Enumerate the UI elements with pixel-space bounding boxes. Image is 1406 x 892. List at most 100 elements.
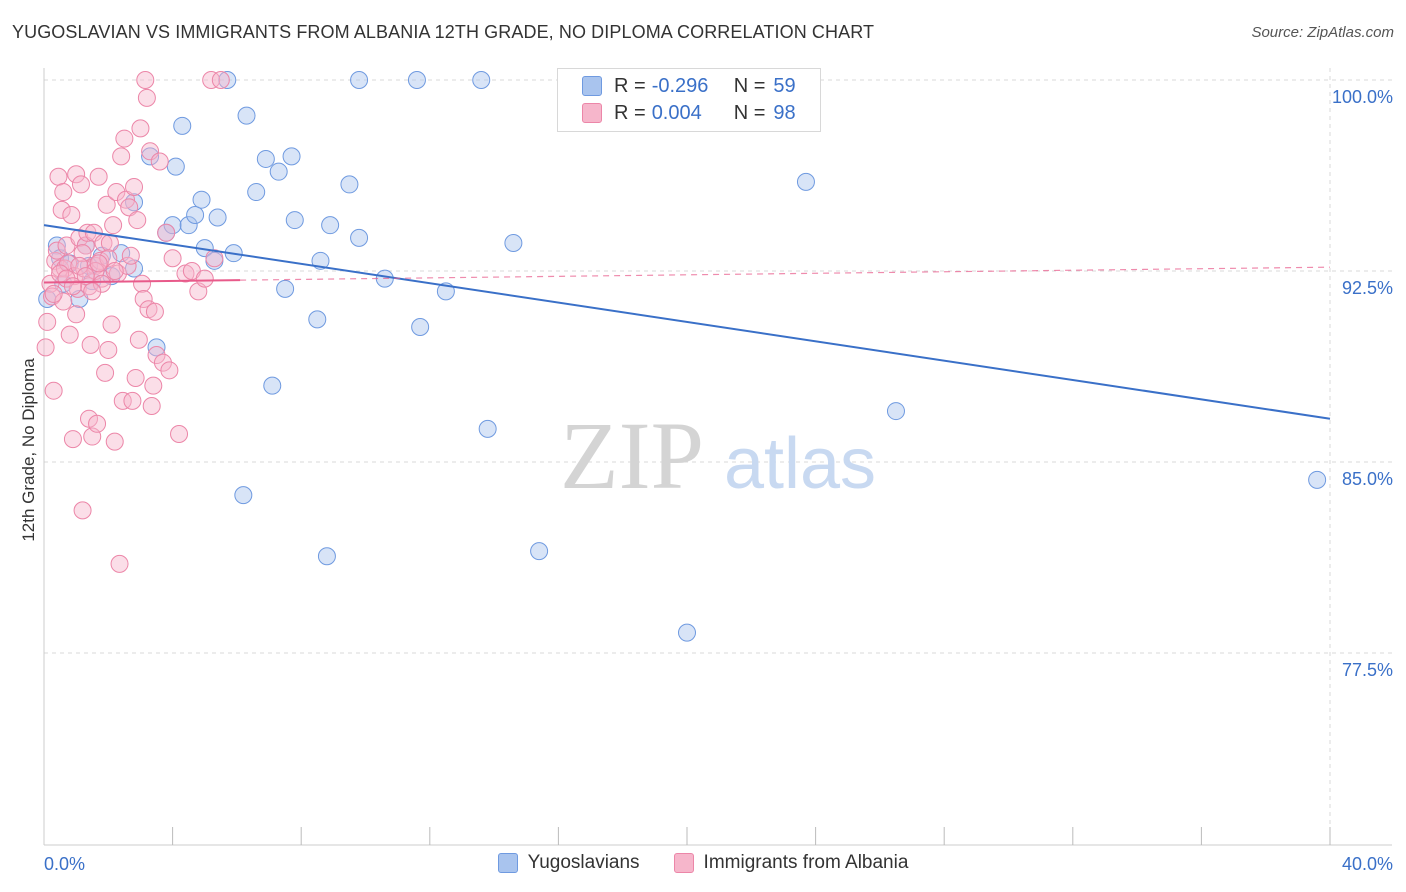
data-point [54, 183, 73, 202]
data-point [71, 175, 90, 194]
legend-label: Yugoslavians [527, 852, 640, 873]
legend-row-yugoslavians: R = -0.296 N = 59 [582, 73, 796, 99]
data-point [99, 340, 118, 359]
data-point [504, 233, 523, 252]
series-legend: Yugoslavians Immigrants from Albania [0, 852, 1406, 874]
data-point [62, 205, 81, 224]
legend-item-yugoslavians[interactable]: Yugoslavians [497, 852, 640, 874]
data-point [321, 216, 340, 235]
data-point [105, 432, 124, 451]
data-point [256, 149, 275, 168]
data-point [133, 274, 152, 293]
data-point [350, 71, 369, 89]
chart-title: YUGOSLAVIAN VS IMMIGRANTS FROM ALBANIA 1… [12, 22, 875, 42]
data-point [120, 198, 139, 217]
r-label: R = [614, 74, 646, 97]
axes [43, 68, 1392, 846]
data-point [73, 501, 92, 520]
data-point [237, 106, 256, 125]
data-points [36, 71, 1327, 642]
trend-lines [43, 224, 1331, 420]
legend-item-albania[interactable]: Immigrants from Albania [673, 852, 909, 874]
stats-legend: R = -0.296 N = 59 R = 0.004 N = 98 [557, 68, 821, 132]
data-point [105, 262, 124, 280]
n-label: N = [733, 74, 766, 97]
source-label: Source: ZipAtlas.com [1251, 24, 1394, 41]
data-point [36, 338, 55, 357]
data-point [123, 391, 142, 410]
data-point [411, 318, 430, 337]
data-point [150, 152, 169, 171]
data-point [208, 208, 227, 227]
data-point [179, 216, 198, 235]
data-point [131, 119, 150, 138]
data-point [234, 486, 253, 505]
watermark-atlas: atlas [724, 424, 876, 504]
data-point [63, 430, 82, 449]
data-point [76, 267, 95, 286]
data-point [54, 292, 73, 311]
y-tick-label: 92.5% [1342, 278, 1393, 298]
data-point [317, 547, 336, 566]
data-point [147, 338, 166, 357]
data-point [38, 312, 57, 331]
tick-labels: 100.0% 92.5% 85.0% 77.5% 0.0% 40.0% [44, 87, 1393, 874]
grid-lines [44, 68, 1392, 845]
n-value: 98 [773, 101, 796, 124]
data-point [110, 554, 129, 573]
data-point [173, 116, 192, 135]
data-point [60, 325, 79, 344]
data-point [160, 361, 179, 380]
data-point [163, 216, 182, 235]
data-point [472, 71, 491, 89]
r-value: -0.296 [651, 74, 709, 97]
data-point [157, 223, 176, 242]
data-point [100, 233, 119, 252]
data-point [44, 381, 63, 400]
trend-line-albania-dashed [240, 266, 1331, 281]
data-point [113, 391, 132, 410]
data-point [211, 71, 230, 89]
data-point [170, 424, 189, 443]
data-point [145, 302, 164, 321]
data-point [247, 183, 266, 202]
data-point [137, 88, 156, 107]
trend-line-yugoslavians [43, 224, 1331, 420]
data-point [52, 200, 71, 219]
data-point [115, 129, 134, 148]
data-point [166, 157, 185, 176]
data-point [205, 249, 224, 268]
data-point [104, 216, 123, 235]
data-point [407, 71, 426, 89]
series-yugoslavians [38, 71, 1327, 642]
data-point [83, 282, 102, 301]
data-point [308, 310, 327, 329]
data-point [129, 330, 148, 349]
data-point [89, 254, 108, 273]
data-point [112, 147, 131, 166]
trend-line-albania-solid [43, 279, 241, 284]
data-point [97, 195, 116, 214]
data-point [67, 165, 86, 184]
data-point [67, 305, 86, 324]
data-point [68, 279, 87, 298]
data-point [202, 71, 221, 89]
data-point [886, 402, 905, 421]
data-point [75, 259, 94, 278]
data-point [311, 251, 330, 270]
data-point [282, 147, 301, 166]
data-point [88, 414, 107, 433]
legend-label: Immigrants from Albania [703, 852, 909, 873]
legend-swatch-blue [582, 76, 602, 96]
data-point [147, 346, 166, 365]
data-point [92, 274, 111, 293]
data-point [142, 396, 161, 415]
data-point [89, 167, 108, 186]
data-point [530, 542, 549, 561]
series-albania [36, 71, 230, 573]
watermark: ZIP atlas [560, 402, 876, 509]
data-point [70, 256, 89, 275]
data-point [1308, 470, 1327, 489]
